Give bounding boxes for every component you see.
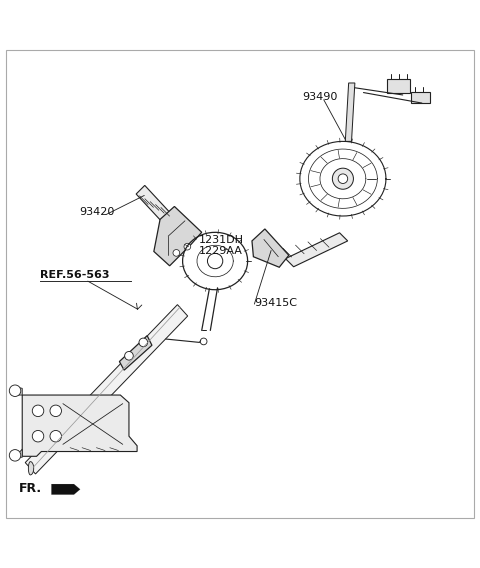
Circle shape: [9, 450, 21, 461]
Text: FR.: FR.: [19, 482, 42, 495]
Circle shape: [125, 352, 133, 360]
Polygon shape: [15, 387, 22, 395]
Circle shape: [32, 405, 44, 416]
Circle shape: [50, 405, 61, 416]
Polygon shape: [120, 336, 152, 370]
Polygon shape: [286, 233, 348, 267]
FancyArrow shape: [51, 484, 75, 496]
Circle shape: [184, 243, 191, 250]
Text: 1231DH: 1231DH: [199, 235, 244, 245]
Circle shape: [338, 174, 348, 183]
Text: 1229AA: 1229AA: [199, 247, 243, 256]
Polygon shape: [345, 83, 355, 141]
Circle shape: [173, 249, 180, 256]
Circle shape: [32, 431, 44, 442]
Polygon shape: [136, 185, 169, 221]
Polygon shape: [387, 79, 410, 93]
Circle shape: [139, 338, 148, 346]
Text: 93420: 93420: [80, 207, 115, 217]
Polygon shape: [51, 484, 80, 495]
Circle shape: [50, 431, 61, 442]
Polygon shape: [28, 462, 34, 475]
Polygon shape: [252, 229, 289, 268]
Circle shape: [9, 385, 21, 396]
Circle shape: [207, 253, 223, 269]
Polygon shape: [22, 395, 137, 456]
Polygon shape: [15, 449, 22, 457]
Text: REF.56-563: REF.56-563: [40, 270, 109, 280]
Polygon shape: [154, 206, 202, 266]
Circle shape: [200, 338, 207, 345]
Circle shape: [332, 168, 353, 189]
Text: 93490: 93490: [302, 92, 337, 102]
Text: 93415C: 93415C: [254, 298, 297, 308]
Polygon shape: [411, 91, 430, 103]
Polygon shape: [25, 304, 188, 474]
